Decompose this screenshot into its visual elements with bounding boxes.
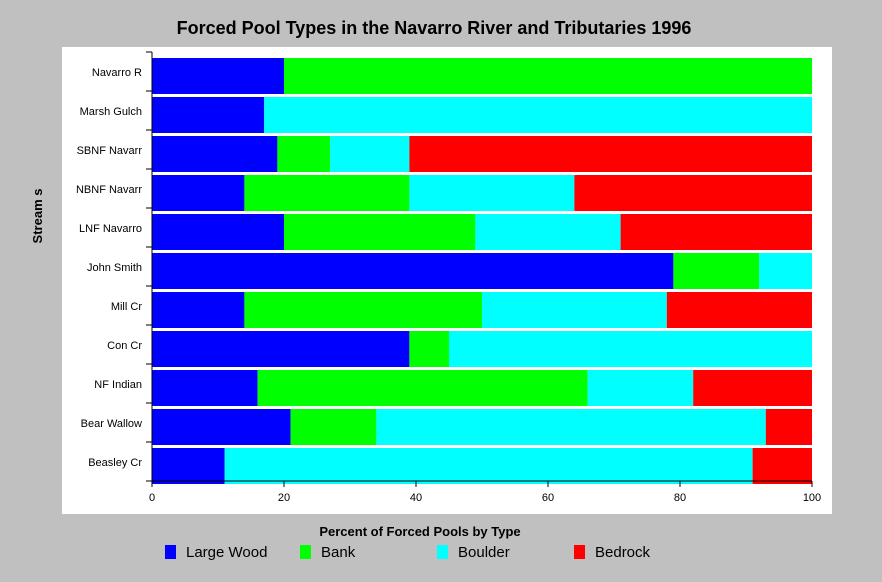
x-tick-label-20: 20 <box>278 492 290 504</box>
bar-john-smith-bank <box>673 253 760 289</box>
bar-bear-wallow-bank <box>290 409 377 445</box>
x-axis-title: Percent of Forced Pools by Type <box>319 524 520 539</box>
legend-swatch-bedrock <box>574 545 585 559</box>
bar-con-cr-boulder <box>449 331 812 367</box>
legend-item-boulder: Boulder <box>437 544 574 561</box>
bar-nf-indian-bank <box>257 370 588 406</box>
bar-nf-indian-boulder <box>587 370 694 406</box>
y-tick-label-marsh-gulch: Marsh Gulch <box>80 106 142 118</box>
bar-bear-wallow-large-wood <box>152 409 291 445</box>
x-tick-label-0: 0 <box>149 492 155 504</box>
y-tick-label-nf-indian: NF Indian <box>94 379 142 391</box>
y-tick-label-bear-wallow: Bear Wallow <box>81 418 142 430</box>
x-tick-label-100: 100 <box>803 492 821 504</box>
bar-marsh-gulch-large-wood <box>152 97 265 133</box>
bar-mill-cr-boulder <box>482 292 667 328</box>
bar-sbnf-navarr-bank <box>277 136 331 172</box>
y-tick-label-beasley-cr: Beasley Cr <box>88 457 142 469</box>
legend-label-bank: Bank <box>321 543 356 561</box>
bar-lnf-navarro-boulder <box>475 214 621 250</box>
legend-label-large-wood: Large Wood <box>186 543 268 561</box>
x-tick-label-60: 60 <box>542 492 554 504</box>
legend-swatch-bank <box>300 545 311 559</box>
bar-lnf-navarro-bedrock <box>620 214 812 250</box>
y-tick-label-john-smith: John Smith <box>87 262 142 274</box>
legend-item-large-wood: Large Wood <box>165 544 300 561</box>
bar-mill-cr-bank <box>244 292 482 328</box>
legend-label-boulder: Boulder <box>458 543 510 561</box>
bar-john-smith-large-wood <box>152 253 674 289</box>
legend-item-bedrock: Bedrock <box>574 544 650 561</box>
bar-lnf-navarro-bank <box>284 214 476 250</box>
legend: Large Wood Bank Boulder Bedrock <box>165 542 650 562</box>
bar-john-smith-boulder <box>759 253 812 289</box>
bar-marsh-gulch-boulder <box>264 97 812 133</box>
y-tick-label-sbnf-navarr: SBNF Navarr <box>77 145 143 157</box>
chart-title: Forced Pool Types in the Navarro River a… <box>176 18 692 38</box>
bar-nbnf-navarr-boulder <box>409 175 575 211</box>
bars-group <box>152 58 812 484</box>
legend-swatch-large-wood <box>165 545 176 559</box>
bar-nbnf-navarr-large-wood <box>152 175 245 211</box>
y-tick-label-navarro-r: Navarro R <box>92 67 142 79</box>
y-axis-title: Stream s <box>30 189 45 244</box>
bar-nf-indian-bedrock <box>693 370 812 406</box>
bar-sbnf-navarr-bedrock <box>409 136 812 172</box>
y-tick-label-nbnf-navarr: NBNF Navarr <box>76 184 142 196</box>
bar-sbnf-navarr-large-wood <box>152 136 278 172</box>
bar-con-cr-large-wood <box>152 331 410 367</box>
x-tick-label-80: 80 <box>674 492 686 504</box>
y-tick-label-mill-cr: Mill Cr <box>111 301 142 313</box>
bar-sbnf-navarr-boulder <box>330 136 410 172</box>
bar-nbnf-navarr-bedrock <box>574 175 812 211</box>
x-tick-label-40: 40 <box>410 492 422 504</box>
bar-mill-cr-bedrock <box>666 292 812 328</box>
legend-swatch-boulder <box>437 545 448 559</box>
legend-item-bank: Bank <box>300 544 437 561</box>
bar-con-cr-bank <box>409 331 449 367</box>
bar-beasley-cr-bedrock <box>752 448 812 484</box>
bar-lnf-navarro-large-wood <box>152 214 284 250</box>
bar-bear-wallow-bedrock <box>765 409 812 445</box>
bar-beasley-cr-large-wood <box>152 448 225 484</box>
legend-label-bedrock: Bedrock <box>595 543 651 561</box>
bar-navarro-r-large-wood <box>152 58 284 94</box>
y-axis: Navarro R Marsh Gulch SBNF Navarr NBNF Nava… <box>76 51 153 482</box>
bar-bear-wallow-boulder <box>376 409 766 445</box>
y-tick-label-con-cr: Con Cr <box>107 340 142 352</box>
bar-nf-indian-large-wood <box>152 370 258 406</box>
bar-mill-cr-large-wood <box>152 292 245 328</box>
bar-beasley-cr-boulder <box>224 448 753 484</box>
x-axis: 0 20 40 60 80 100 <box>149 480 821 504</box>
bar-navarro-r-bank <box>284 58 812 94</box>
y-tick-label-lnf-navarro: LNF Navarro <box>79 223 142 235</box>
bar-nbnf-navarr-bank <box>244 175 410 211</box>
